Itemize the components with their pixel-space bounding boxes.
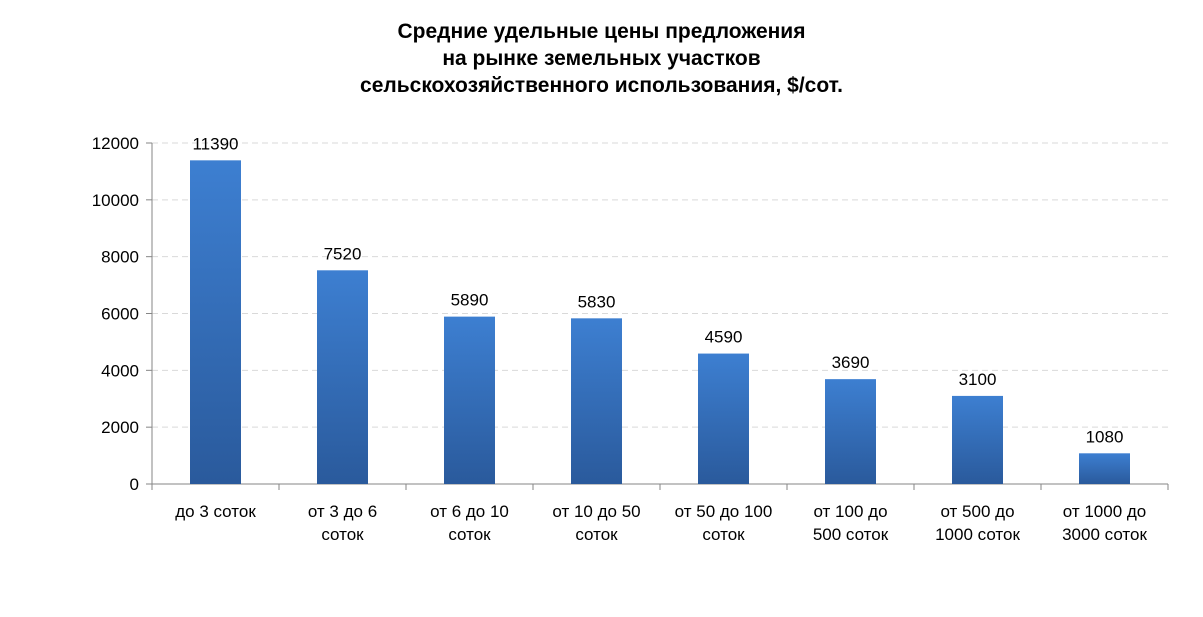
x-tick-label: от 50 до 100 <box>675 502 773 521</box>
y-tick-label: 0 <box>130 475 139 494</box>
x-tick-label: соток <box>321 525 364 544</box>
chart-title: Средние удельные цены предложения на рын… <box>0 18 1203 99</box>
bar <box>190 160 241 484</box>
x-tick-label: 1000 соток <box>935 525 1020 544</box>
y-tick-label: 2000 <box>101 418 139 437</box>
bars <box>190 160 1130 484</box>
y-tick-label: 8000 <box>101 248 139 267</box>
y-tick-label: 12000 <box>92 134 139 153</box>
bar <box>698 353 749 484</box>
y-tick-label: 6000 <box>101 305 139 324</box>
bar <box>825 379 876 484</box>
x-tick-label: соток <box>575 525 618 544</box>
x-tick-label: 500 соток <box>813 525 889 544</box>
data-label: 1080 <box>1086 427 1124 446</box>
data-label: 4590 <box>705 328 743 347</box>
bar <box>444 316 495 484</box>
chart-title-line-1: Средние удельные цены предложения <box>397 20 806 43</box>
chart-title-line-3: сельскохозяйственного использования, $/с… <box>360 74 843 97</box>
y-tick-label: 4000 <box>101 361 139 380</box>
bar <box>952 395 1003 484</box>
gridlines <box>152 142 1168 428</box>
data-label: 7520 <box>324 244 362 263</box>
data-label: 5890 <box>451 291 489 310</box>
x-tick-label: 3000 соток <box>1062 525 1147 544</box>
x-tick-label: от 3 до 6 <box>308 502 377 521</box>
bar <box>1079 453 1130 484</box>
chart-title-line-2: на рынке земельных участков <box>442 47 761 70</box>
y-tick-label: 10000 <box>92 191 139 210</box>
x-tick-label: соток <box>448 525 491 544</box>
x-tick-label: соток <box>702 525 745 544</box>
x-tick-label: от 1000 до <box>1063 502 1147 521</box>
x-tick-label: до 3 соток <box>175 502 256 521</box>
x-tick-label: от 500 до <box>940 502 1014 521</box>
axes <box>146 142 1169 490</box>
labels: 0 2000 4000 6000 8000 10000 12000 11390 до 3 сот… <box>92 134 1148 544</box>
x-tick-label: от 6 до 10 <box>430 502 509 521</box>
x-tick-label: от 10 до 50 <box>552 502 640 521</box>
bar <box>317 270 368 484</box>
data-label: 11390 <box>192 134 238 153</box>
data-label: 5830 <box>578 292 616 311</box>
x-tick-label: от 100 до <box>813 502 887 521</box>
data-label: 3100 <box>959 370 997 389</box>
bar <box>571 318 622 484</box>
data-label: 3690 <box>832 353 870 372</box>
